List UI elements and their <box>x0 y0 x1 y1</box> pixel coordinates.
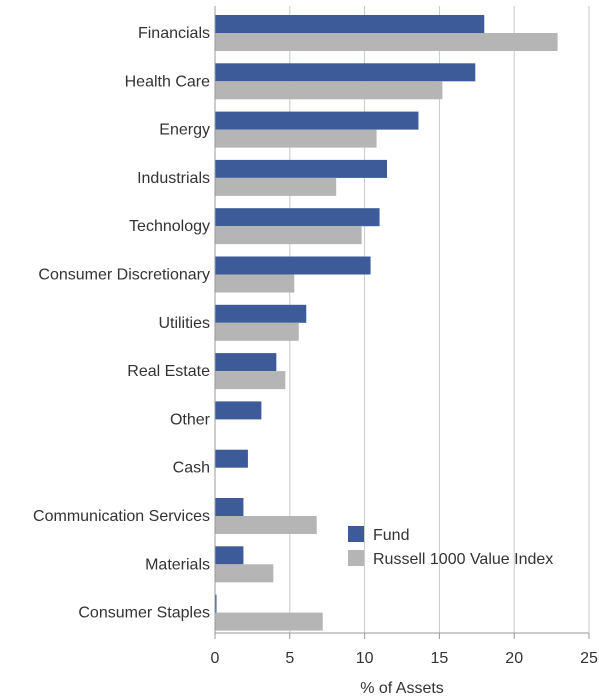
legend-label-fund: Fund <box>373 527 409 544</box>
bar-index-technology <box>215 226 362 245</box>
category-label-utilities: Utilities <box>158 315 210 332</box>
bar-fund-consumer-discretionary <box>215 256 371 275</box>
bar-index-materials <box>215 564 274 583</box>
bar-fund-cash <box>215 449 248 468</box>
category-labels: Financials Health Care Energy Industrials Te… <box>33 25 211 622</box>
bar-index-energy <box>215 129 377 148</box>
bar-index-consumer-discretionary <box>215 274 295 293</box>
category-label-health-care: Health Care <box>125 73 210 90</box>
bars <box>215 15 558 631</box>
tick-label-15: 15 <box>431 650 449 667</box>
bar-index-utilities <box>215 322 299 341</box>
category-label-financials: Financials <box>138 25 210 42</box>
bar-fund-other <box>215 401 262 420</box>
category-label-cash: Cash <box>173 460 210 477</box>
bar-fund-communication-services <box>215 498 244 516</box>
bar-index-industrials <box>215 177 337 196</box>
category-label-other: Other <box>170 411 211 428</box>
bar-fund-consumer-staples <box>215 594 217 613</box>
bar-fund-energy <box>215 111 419 130</box>
category-label-real-estate: Real Estate <box>127 363 210 380</box>
category-label-materials: Materials <box>145 556 210 573</box>
bar-fund-health-care <box>215 63 476 82</box>
legend-swatch-index <box>348 550 364 566</box>
category-label-energy: Energy <box>159 122 210 139</box>
tick-label-5: 5 <box>285 650 294 667</box>
tick-label-25: 25 <box>580 650 598 667</box>
bar-index-communication-services <box>215 516 317 534</box>
tick-label-10: 10 <box>356 650 374 667</box>
bar-index-financials <box>215 33 558 51</box>
legend-label-index: Russell 1000 Value Index <box>373 551 553 568</box>
bar-fund-financials <box>215 15 485 33</box>
x-axis-title: % of Assets <box>360 680 444 696</box>
legend-swatch-fund <box>348 526 364 542</box>
legend: Fund Russell 1000 Value Index <box>348 526 553 568</box>
category-label-consumer-staples: Consumer Staples <box>78 605 210 622</box>
category-label-communication-services: Communication Services <box>33 508 210 525</box>
tick-label-20: 20 <box>505 650 523 667</box>
tick-label-0: 0 <box>211 650 220 667</box>
bar-index-real-estate <box>215 371 286 390</box>
category-label-technology: Technology <box>129 218 210 235</box>
category-label-consumer-discretionary: Consumer Discretionary <box>38 267 210 284</box>
bar-fund-materials <box>215 546 244 565</box>
x-axis-ticks: 0 5 10 15 20 25 <box>211 633 598 667</box>
bar-index-health-care <box>215 81 443 100</box>
bar-index-consumer-staples <box>215 612 323 631</box>
gridlines <box>289 6 590 633</box>
bar-fund-technology <box>215 208 380 227</box>
category-label-industrials: Industrials <box>137 170 210 187</box>
bar-fund-real-estate <box>215 353 277 372</box>
bar-fund-industrials <box>215 159 388 178</box>
bar-fund-utilities <box>215 304 307 323</box>
